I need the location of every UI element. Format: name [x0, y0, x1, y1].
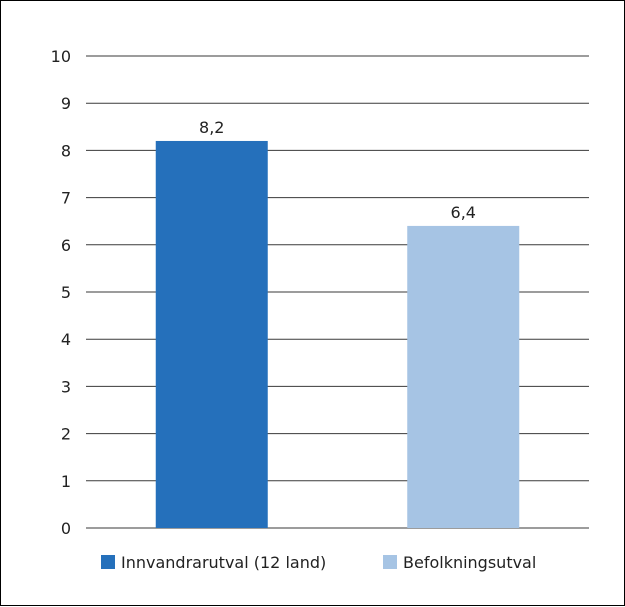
- legend-label: Innvandrarutval (12 land): [121, 553, 326, 572]
- y-tick-label: 6: [61, 236, 71, 255]
- legend-label: Befolkningsutval: [403, 553, 536, 572]
- y-tick-label: 1: [61, 472, 71, 491]
- bar: [155, 140, 268, 528]
- y-tick-label: 5: [61, 283, 71, 302]
- data-labels: 8,2 6,4: [199, 118, 476, 222]
- y-tick-label: 8: [61, 141, 71, 160]
- data-label: 6,4: [451, 203, 476, 222]
- y-tick-label: 9: [61, 94, 71, 113]
- data-label: 8,2: [199, 118, 224, 137]
- y-tick-label: 0: [61, 519, 71, 538]
- legend-swatch: [101, 555, 115, 569]
- y-tick-label: 7: [61, 189, 71, 208]
- legend-swatch: [383, 555, 397, 569]
- y-tick-label: 3: [61, 377, 71, 396]
- y-tick-label: 4: [61, 330, 71, 349]
- y-tick-label: 2: [61, 425, 71, 444]
- legend: Innvandrarutval (12 land) Befolkningsutva…: [101, 553, 536, 572]
- y-axis-tick-labels: 0 1 2 3 4 5 6 7 8 9 10: [51, 47, 71, 538]
- bars: [155, 140, 520, 529]
- bar: [407, 225, 520, 529]
- y-tick-label: 10: [51, 47, 71, 66]
